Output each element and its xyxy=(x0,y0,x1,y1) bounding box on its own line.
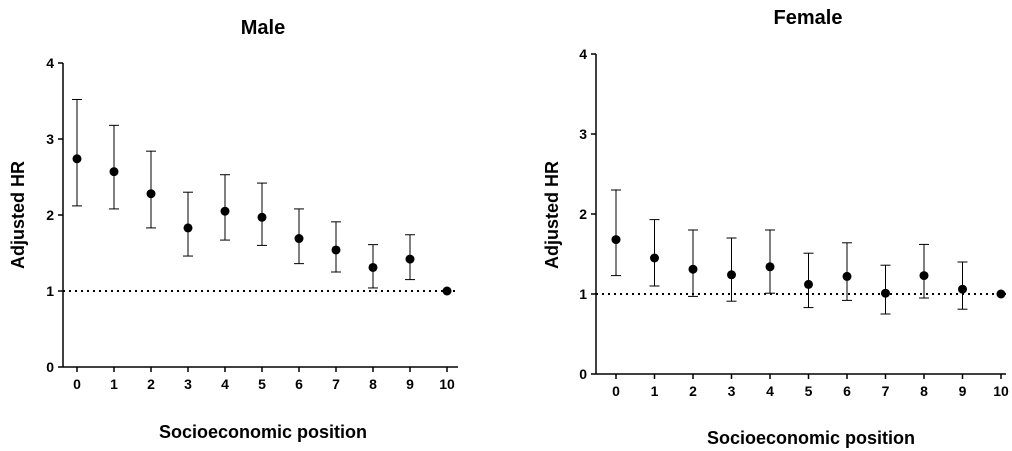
male-data-point xyxy=(368,262,378,272)
female-y-tick-label: 1 xyxy=(579,286,587,302)
female-chart-panel: Female 0 1 2 3 4 0 1 2 3 4 5 6 7 8 9 10 Socioeconomic pos… xyxy=(506,0,1012,451)
female-y-tick-label: 0 xyxy=(579,366,587,382)
male-x-axis-label: Socioeconomic position xyxy=(159,422,367,442)
female-x-tick-label: 7 xyxy=(882,383,890,399)
female-x-axis-label: Socioeconomic position xyxy=(707,428,915,448)
female-data-point xyxy=(958,284,967,294)
male-x-tick-label: 0 xyxy=(73,376,81,392)
male-data-point xyxy=(257,212,267,222)
female-y-tick-label: 2 xyxy=(579,206,587,222)
female-x-tick-label: 3 xyxy=(728,383,736,399)
female-x-tick-label: 0 xyxy=(612,383,620,399)
female-data-point xyxy=(996,289,1006,299)
female-x-tick-label: 1 xyxy=(651,383,659,399)
female-y-tick-label: 4 xyxy=(579,46,587,62)
female-x-tick-label: 2 xyxy=(689,383,697,399)
male-data-point xyxy=(109,167,119,177)
male-data-point xyxy=(405,254,415,264)
male-x-tick-label: 5 xyxy=(258,376,266,392)
female-x-tick-label: 9 xyxy=(959,383,967,399)
male-x-tick-label: 9 xyxy=(406,376,414,392)
female-x-tick-label: 10 xyxy=(993,383,1009,399)
female-data-point xyxy=(842,271,852,281)
male-x-tick-label: 8 xyxy=(369,376,377,392)
male-data-point xyxy=(146,189,156,199)
female-x-tick-label: 4 xyxy=(766,383,774,399)
male-chart-svg: Male 0 1 2 3 4 0 1 2 3 4 5 6 7 8 9 10 Socioeconomic posit… xyxy=(8,17,458,442)
female-y-tick-label: 3 xyxy=(579,126,587,142)
male-x-tick-label: 4 xyxy=(221,376,229,392)
male-x-tick-label: 10 xyxy=(439,376,455,392)
female-data-point xyxy=(919,271,929,281)
male-data-point xyxy=(294,234,304,244)
male-y-tick-label: 2 xyxy=(46,207,54,223)
male-y-axis-label: Adjusted HR xyxy=(8,161,28,269)
female-x-tick-label: 6 xyxy=(843,383,851,399)
male-x-tick-label: 7 xyxy=(332,376,340,392)
female-data-point xyxy=(804,279,813,289)
male-data-point xyxy=(72,154,82,164)
female-data-point xyxy=(611,235,621,245)
female-data-point xyxy=(881,288,890,298)
female-data-point xyxy=(765,262,775,272)
male-x-tick-label: 2 xyxy=(147,376,155,392)
male-y-tick-label: 0 xyxy=(46,359,54,375)
male-y-tick-label: 3 xyxy=(46,131,54,147)
male-x-tick-label: 1 xyxy=(110,376,118,392)
male-x-tick-label: 6 xyxy=(295,376,303,392)
male-y-tick-label: 1 xyxy=(46,283,54,299)
male-data-point xyxy=(183,223,193,233)
female-y-axis-label: Adjusted HR xyxy=(542,161,562,269)
female-x-tick-label: 5 xyxy=(805,383,813,399)
female-data-point xyxy=(688,264,698,274)
female-chart-svg: Female 0 1 2 3 4 0 1 2 3 4 5 6 7 8 9 10 Socioeconomic pos… xyxy=(542,7,1009,448)
male-y-tick-label: 4 xyxy=(46,55,54,71)
male-data-point xyxy=(442,286,452,296)
female-x-tick-label: 8 xyxy=(920,383,928,399)
female-data-point xyxy=(727,270,736,280)
female-chart-title: Female xyxy=(774,7,843,29)
male-chart-title: Male xyxy=(241,17,285,39)
female-data-point xyxy=(650,253,659,263)
male-x-tick-label: 3 xyxy=(184,376,192,392)
male-data-point xyxy=(331,245,341,255)
male-data-point xyxy=(220,206,230,216)
male-chart-panel: Male 0 1 2 3 4 0 1 2 3 4 5 6 7 8 9 10 Socioeconomic posit… xyxy=(8,17,458,442)
